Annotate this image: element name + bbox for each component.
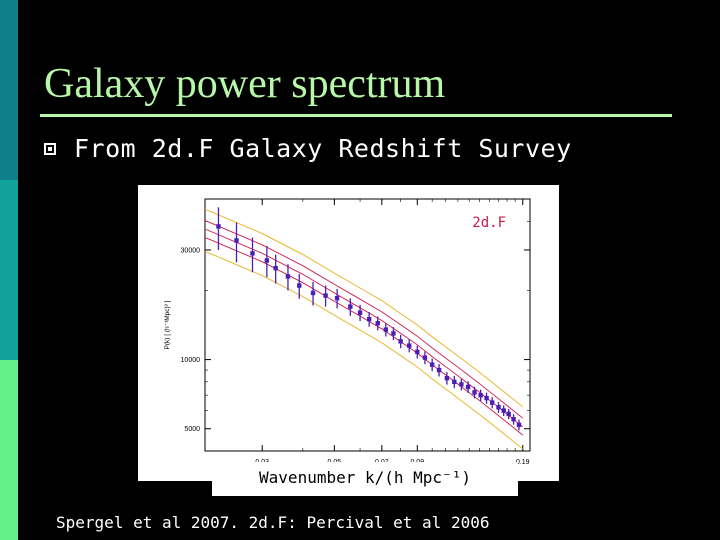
- data-point: [444, 375, 450, 381]
- data-point: [398, 339, 403, 344]
- side-accent-bar-bottom: [0, 360, 18, 540]
- data-point: [415, 349, 420, 355]
- data-point: [273, 265, 278, 271]
- data-point: [489, 400, 495, 405]
- data-point: [264, 258, 270, 263]
- data-point: [250, 251, 255, 256]
- data-point: [323, 293, 328, 298]
- data-point: [348, 304, 353, 309]
- data-point: [375, 320, 380, 326]
- data-point: [366, 316, 372, 322]
- credit-text: Spergel et al 2007. 2d.F: Percival et al…: [56, 513, 490, 532]
- data-point: [357, 310, 363, 315]
- x-axis-caption: Wavenumber k/(h Mpc⁻¹): [259, 468, 471, 487]
- bullet-text: From 2d.F Galaxy Redshift Survey: [74, 134, 572, 163]
- model-curve: [204, 208, 524, 408]
- y-tick-label: 30000: [181, 247, 201, 254]
- data-point: [484, 395, 489, 401]
- square-bullet-icon: [44, 143, 56, 155]
- data-point: [285, 274, 291, 279]
- x-tick-label: 0.19: [516, 459, 530, 466]
- data-point: [501, 408, 506, 413]
- data-point: [383, 327, 388, 332]
- data-point: [511, 417, 516, 422]
- x-axis-caption-box: Wavenumber k/(h Mpc⁻¹): [212, 462, 518, 496]
- slide-title: Galaxy power spectrum: [44, 61, 446, 107]
- data-point: [478, 392, 483, 398]
- survey-label: 2d.F: [472, 215, 506, 231]
- y-tick-label: 5000: [184, 426, 200, 433]
- data-point: [496, 405, 501, 410]
- side-accent-bar-top: [0, 0, 18, 180]
- data-point: [452, 379, 457, 385]
- data-point: [334, 295, 340, 301]
- data-point: [465, 384, 471, 390]
- data-point: [407, 343, 412, 348]
- data-point: [459, 382, 464, 387]
- title-underline: [40, 114, 672, 117]
- y-axis-label: P(k) [ (h⁻¹Mpc)³ ]: [164, 300, 171, 349]
- data-point: [234, 238, 239, 243]
- data-point: [297, 283, 302, 288]
- data-point: [516, 422, 522, 428]
- data-point: [216, 224, 221, 229]
- side-accent-bar-middle: [0, 180, 18, 360]
- model-curve: [204, 250, 524, 450]
- model-curve: [204, 228, 524, 428]
- data-point: [422, 355, 428, 360]
- data-point: [391, 331, 396, 336]
- data-point: [436, 367, 442, 373]
- data-point: [506, 411, 511, 417]
- plot-frame: [204, 198, 531, 452]
- data-point: [472, 390, 477, 395]
- y-tick-label: 10000: [181, 357, 201, 364]
- data-point: [310, 290, 316, 296]
- model-curve: [204, 219, 524, 419]
- data-point: [429, 362, 435, 367]
